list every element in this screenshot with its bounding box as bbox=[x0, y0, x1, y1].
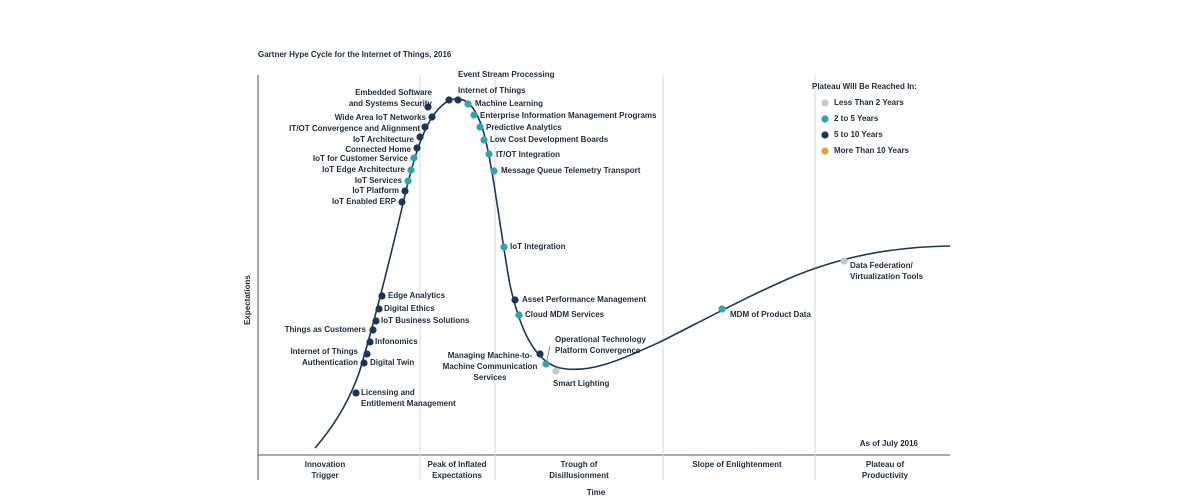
phase-label: Productivity bbox=[862, 471, 909, 480]
tech-dot bbox=[410, 154, 418, 162]
tech-label: Machine Communication bbox=[443, 362, 538, 371]
tech-dot bbox=[416, 133, 424, 141]
tech-label: Internet of Things bbox=[458, 86, 526, 95]
x-axis-label: Time bbox=[587, 488, 606, 497]
tech-label: Operational Technology bbox=[555, 335, 647, 344]
tech-label: IT/OT Convergence and Alignment bbox=[289, 124, 420, 133]
phase-label: Trough of bbox=[561, 460, 598, 469]
tech-label: Internet of Things bbox=[290, 347, 358, 356]
tech-dot bbox=[500, 243, 508, 251]
phase-label: Disillusionment bbox=[549, 471, 609, 480]
tech-label: Low Cost Development Boards bbox=[490, 135, 609, 144]
tech-label: Predictive Analytics bbox=[486, 123, 562, 132]
legend-label: More Than 10 Years bbox=[834, 146, 910, 155]
tech-dot bbox=[485, 150, 493, 158]
tech-dot bbox=[372, 317, 380, 325]
legend-dot bbox=[821, 131, 829, 139]
tech-dot bbox=[476, 123, 484, 131]
tech-label: MDM of Product Data bbox=[730, 310, 811, 319]
tech-label: Embedded Software bbox=[355, 88, 432, 97]
tech-dot bbox=[366, 338, 374, 346]
tech-dot bbox=[428, 113, 436, 121]
tech-label: Edge Analytics bbox=[388, 291, 446, 300]
tech-label: IT/OT Integration bbox=[496, 150, 560, 159]
tech-label: Asset Performance Management bbox=[522, 295, 646, 304]
tech-label: IoT Enabled ERP bbox=[332, 197, 397, 206]
tech-label: Things as Customers bbox=[285, 325, 367, 334]
title: Gartner Hype Cycle for the Internet of T… bbox=[258, 50, 452, 59]
phase-label: Trigger bbox=[311, 471, 338, 480]
tech-dot bbox=[552, 367, 560, 375]
tech-label: IoT Business Solutions bbox=[381, 316, 470, 325]
phase-label: Innovation bbox=[305, 460, 346, 469]
tech-dot bbox=[718, 305, 726, 313]
tech-label: IoT Architecture bbox=[353, 135, 415, 144]
y-axis-label: Expectations bbox=[243, 275, 252, 325]
tech-dot bbox=[470, 111, 478, 119]
tech-label: IoT Edge Architecture bbox=[322, 165, 405, 174]
tech-dot bbox=[536, 350, 544, 358]
tech-label: Event Stream Processing bbox=[458, 70, 555, 79]
tech-label: Digital Ethics bbox=[384, 304, 435, 313]
tech-dot bbox=[454, 96, 462, 104]
tech-label: Enterprise Information Management Progra… bbox=[480, 111, 657, 120]
tech-dot bbox=[369, 326, 377, 334]
legend-dot bbox=[821, 115, 829, 123]
tech-dot bbox=[375, 305, 383, 313]
tech-dot bbox=[445, 96, 453, 104]
hype-curve bbox=[314, 98, 951, 449]
tech-dot bbox=[515, 311, 523, 319]
tech-dot bbox=[363, 350, 371, 358]
tech-dot bbox=[424, 103, 432, 111]
tech-label: Wide Area IoT Networks bbox=[335, 113, 427, 122]
tech-dot bbox=[404, 177, 412, 185]
tech-label: and Systems Security bbox=[349, 99, 433, 108]
tech-label: Managing Machine-to- bbox=[448, 351, 533, 360]
tech-dot bbox=[511, 296, 519, 304]
tech-dot bbox=[352, 389, 360, 397]
tech-label: IoT Services bbox=[355, 176, 403, 185]
tech-dot bbox=[378, 292, 386, 300]
phase-label: Expectations bbox=[432, 471, 482, 480]
tech-dot bbox=[360, 359, 368, 367]
tech-label: IoT Platform bbox=[352, 186, 399, 195]
tech-label: Licensing and bbox=[361, 388, 415, 397]
legend-dot bbox=[821, 147, 829, 155]
tech-label: IoT for Customer Service bbox=[313, 154, 409, 163]
legend-label: 2 to 5 Years bbox=[834, 114, 879, 123]
tech-label: Services bbox=[474, 373, 507, 382]
tech-dot bbox=[490, 167, 498, 175]
tech-label: Machine Learning bbox=[475, 99, 543, 108]
tech-dot bbox=[413, 144, 421, 152]
legend-dot bbox=[821, 99, 829, 107]
tech-dot bbox=[840, 257, 848, 265]
phase-label: Slope of Enlightenment bbox=[692, 460, 782, 469]
tech-dot bbox=[421, 123, 429, 131]
tech-label: Connected Home bbox=[345, 145, 411, 154]
phase-label: Plateau of bbox=[866, 460, 905, 469]
tech-label: Platform Convergence bbox=[555, 346, 641, 355]
tech-label: Message Queue Telemetry Transport bbox=[501, 166, 641, 175]
tech-dot bbox=[480, 136, 488, 144]
legend-label: Less Than 2 Years bbox=[834, 98, 904, 107]
tech-dot bbox=[542, 360, 550, 368]
tech-dot bbox=[407, 166, 415, 174]
tech-label: Authentication bbox=[302, 358, 358, 367]
tech-label: Infonomics bbox=[375, 337, 418, 346]
tech-label: Virtualization Tools bbox=[850, 272, 924, 281]
note: As of July 2016 bbox=[860, 439, 919, 448]
tech-dot bbox=[401, 187, 409, 195]
tech-label: Cloud MDM Services bbox=[525, 310, 605, 319]
phase-label: Peak of Inflated bbox=[427, 460, 486, 469]
tech-label: Data Federation/ bbox=[850, 261, 913, 270]
tech-label: Digital Twin bbox=[370, 358, 414, 367]
tech-dot bbox=[464, 100, 472, 108]
legend-label: 5 to 10 Years bbox=[834, 130, 883, 139]
tech-label: Entitlement Management bbox=[361, 399, 456, 408]
tech-label: IoT Integration bbox=[510, 242, 566, 251]
tech-label: Smart Lighting bbox=[553, 379, 610, 388]
legend-title: Plateau Will Be Reached In: bbox=[812, 82, 917, 91]
tech-dot bbox=[398, 198, 406, 206]
